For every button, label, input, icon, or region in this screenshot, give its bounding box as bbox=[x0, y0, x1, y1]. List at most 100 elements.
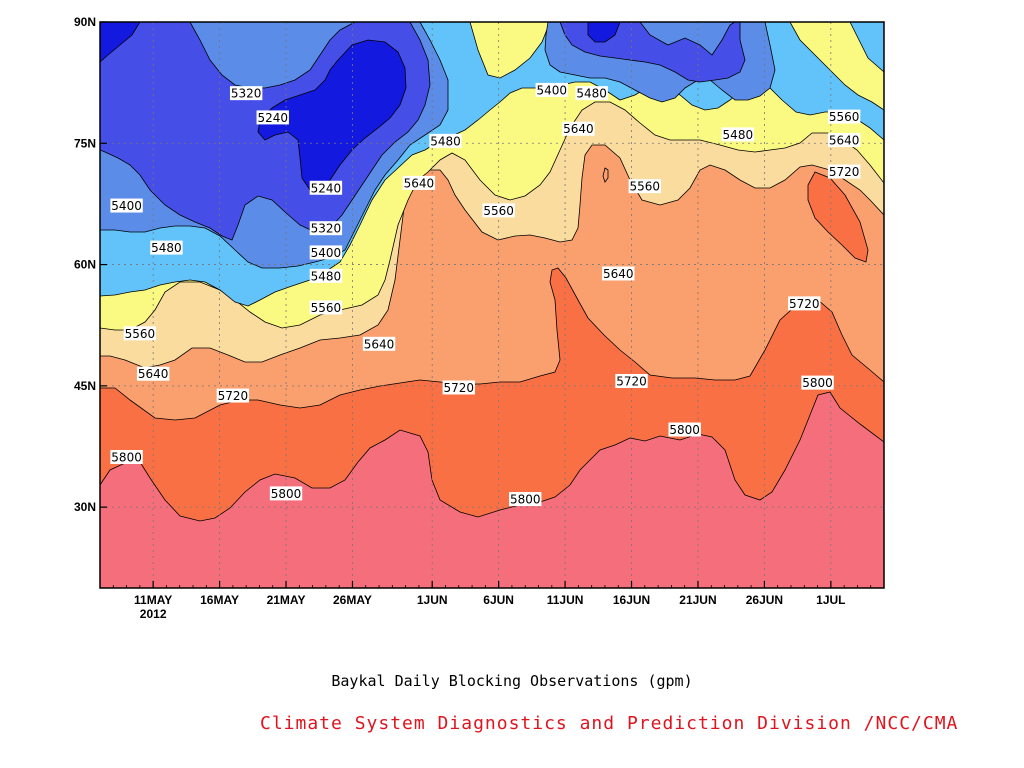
contour-label-bg bbox=[562, 121, 595, 136]
contour-label-text: 5800 bbox=[510, 493, 541, 507]
contour-label-bg bbox=[827, 109, 861, 124]
contour-label-text: 5560 bbox=[630, 180, 661, 194]
y-tick-label: 45N bbox=[74, 379, 96, 393]
contour-label-bg bbox=[788, 296, 821, 311]
contour-label: 5240 bbox=[309, 180, 343, 195]
band-below-5240 bbox=[100, 22, 141, 63]
contour-label: 5720 bbox=[442, 380, 475, 395]
contour-label: 5640 bbox=[827, 133, 861, 148]
band-5640-5720-closed bbox=[602, 167, 609, 183]
contour-label-text: 5720 bbox=[218, 389, 249, 403]
contour-label-bg bbox=[256, 110, 289, 125]
contour-label-text: 5400 bbox=[311, 246, 342, 260]
x-tick-label: 1JUL bbox=[816, 593, 845, 607]
contour-label: 5800 bbox=[801, 375, 834, 390]
contour-label-text: 5800 bbox=[669, 423, 700, 437]
contour-label-bg bbox=[150, 240, 183, 255]
contour-label-text: 5480 bbox=[430, 134, 461, 148]
contour-label: 5640 bbox=[402, 175, 436, 190]
contour-label-bg bbox=[402, 175, 436, 190]
contour-label-text: 5400 bbox=[111, 199, 142, 213]
plot-area: 5320 5240 5240 5400 5480 5560 5480 5640 5480 5640… bbox=[74, 15, 885, 621]
contour-label-text: 5800 bbox=[111, 451, 142, 465]
contour-label: 5640 bbox=[562, 121, 595, 136]
contour-label: 5720 bbox=[788, 296, 821, 311]
contour-label: 5480 bbox=[309, 268, 343, 283]
x-tick-label: 26JUN bbox=[746, 593, 783, 607]
x-tick-label: 11JUN bbox=[547, 593, 584, 607]
contour-label-bg bbox=[110, 198, 143, 213]
contour-label: 5720 bbox=[827, 164, 861, 179]
contour-label-text: 5320 bbox=[311, 222, 342, 236]
contour-label-bg bbox=[309, 245, 343, 260]
contour-label-text: 5640 bbox=[563, 122, 594, 136]
contour-label-text: 5640 bbox=[603, 267, 634, 281]
band-below-5240 bbox=[587, 22, 621, 43]
contour-label: 5320 bbox=[309, 221, 343, 236]
contour-label-text: 5720 bbox=[616, 375, 647, 389]
y-tick-label: 60N bbox=[74, 258, 96, 272]
contour-label-bg bbox=[827, 133, 861, 148]
contour-label-text: 5640 bbox=[404, 176, 435, 190]
contour-label-text: 5560 bbox=[125, 327, 156, 341]
contour-label: 5400 bbox=[535, 82, 568, 97]
contour-label: 5800 bbox=[509, 492, 542, 507]
contour-label: 5720 bbox=[216, 388, 250, 403]
contour-label: 5240 bbox=[256, 110, 289, 125]
x-tick-label: 26MAY bbox=[333, 593, 372, 607]
x-tick-label: 6JUN bbox=[483, 593, 514, 607]
contour-label-text: 5320 bbox=[231, 87, 262, 101]
contour-label-bg bbox=[216, 388, 250, 403]
contour-label: 5480 bbox=[721, 127, 755, 142]
x-tick-label: 21JUN bbox=[679, 593, 716, 607]
contour-label: 5640 bbox=[362, 336, 396, 351]
band-5400-5480 bbox=[100, 22, 884, 73]
contour-label-text: 5640 bbox=[829, 134, 860, 148]
x-tick-label: 16JUN bbox=[613, 593, 650, 607]
contour-label: 5480 bbox=[429, 133, 462, 148]
contour-label-bg bbox=[575, 86, 608, 101]
contour-label-text: 5480 bbox=[311, 269, 342, 283]
contour-label-bg bbox=[801, 375, 834, 390]
credit-line: Climate System Diagnostics and Predictio… bbox=[260, 713, 959, 734]
contour-label-bg bbox=[110, 450, 143, 465]
contour-label-text: 5480 bbox=[576, 87, 607, 101]
contour-label-text: 5560 bbox=[483, 204, 514, 218]
x-tick-label: 1JUN bbox=[417, 593, 448, 607]
contour-label: 5560 bbox=[309, 300, 343, 315]
contour-label-bg bbox=[362, 336, 396, 351]
x-year-label: 2012 bbox=[140, 607, 167, 621]
contour-label: 5720 bbox=[615, 374, 648, 389]
contour-label-bg bbox=[615, 374, 648, 389]
contour-label-bg bbox=[123, 326, 157, 341]
contour-label-text: 5720 bbox=[829, 165, 860, 179]
contour-label-text: 5480 bbox=[151, 241, 182, 255]
contour-label-text: 5800 bbox=[802, 376, 833, 390]
contour-label-text: 5720 bbox=[444, 381, 475, 395]
x-axis: 11MAY 16MAY 21MAY 26MAY 1JUN 6JUN 11JUN 16JUN 21… bbox=[99, 581, 885, 621]
contour-label-text: 5240 bbox=[257, 111, 288, 125]
contour-label-bg bbox=[309, 221, 343, 236]
contour-label-bg bbox=[482, 203, 515, 218]
contour-label: 5400 bbox=[110, 198, 143, 213]
contour-label-text: 5560 bbox=[311, 301, 342, 315]
y-axis: 90N 75N 60N 45N 30N bbox=[74, 15, 107, 514]
contour-label-bg bbox=[309, 268, 343, 283]
band-5720-5800-closed bbox=[807, 171, 869, 263]
contour-label: 5640 bbox=[136, 366, 170, 381]
x-tick-label: 21MAY bbox=[267, 593, 306, 607]
contour-label-bg bbox=[721, 127, 755, 142]
contour-label-text: 5640 bbox=[364, 337, 395, 351]
contour-label-bg bbox=[827, 164, 861, 179]
x-tick-label: 11MAY bbox=[134, 593, 172, 607]
contour-label: 5480 bbox=[150, 240, 183, 255]
y-tick-label: 30N bbox=[74, 500, 96, 514]
contour-label-bg bbox=[442, 380, 475, 395]
contour-label: 5800 bbox=[110, 450, 143, 465]
contour-label-text: 5640 bbox=[138, 367, 169, 381]
contour-label: 5800 bbox=[269, 486, 303, 501]
contour-label: 5560 bbox=[628, 179, 662, 194]
contour-label-bg bbox=[229, 86, 263, 101]
x-tick-label: 16MAY bbox=[200, 593, 239, 607]
contour-label-bg bbox=[668, 422, 701, 437]
